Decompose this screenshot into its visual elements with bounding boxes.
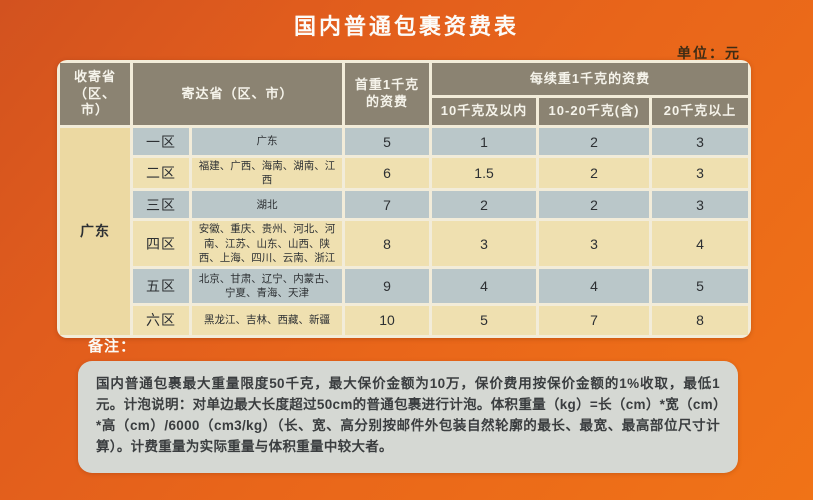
first-kg-cell: 7 — [345, 191, 430, 219]
within10-cell: 1 — [432, 128, 537, 155]
header-additional-kg: 每续重1千克的资费 — [432, 63, 749, 95]
table-row: 四区 安徽、重庆、贵州、河北、河南、江苏、山东、山西、陕西、上海、四川、云南、浙… — [60, 221, 749, 266]
within10-cell: 2 — [432, 191, 537, 219]
within10-cell: 3 — [432, 221, 537, 266]
within10-cell: 4 — [432, 268, 537, 303]
header-sub-within10: 10千克及以内 — [432, 98, 537, 125]
notes-box: 国内普通包裹最大重量限度50千克，最大保价金额为10万，保价费用按保价金额的1%… — [78, 361, 738, 473]
first-kg-cell: 8 — [345, 221, 430, 266]
above20-cell: 3 — [652, 158, 749, 189]
table-row: 六区 黑龙江、吉林、西藏、新疆 10 5 7 8 — [60, 305, 749, 335]
provinces-cell: 黑龙江、吉林、西藏、新疆 — [192, 305, 343, 335]
above20-cell: 8 — [652, 305, 749, 335]
zone-cell: 五区 — [133, 268, 189, 303]
header-sub-above20: 20千克以上 — [652, 98, 749, 125]
table-row: 五区 北京、甘肃、辽宁、内蒙古、宁夏、青海、天津 9 4 4 5 — [60, 268, 749, 303]
first-kg-cell: 9 — [345, 268, 430, 303]
zone-cell: 一区 — [133, 128, 189, 155]
first-kg-cell: 5 — [345, 128, 430, 155]
kg10to20-cell: 2 — [539, 158, 650, 189]
header-origin: 收寄省（区、市） — [60, 63, 130, 125]
notes-text: 国内普通包裹最大重量限度50千克，最大保价金额为10万，保价费用按保价金额的1%… — [96, 376, 720, 454]
origin-province-cell: 广东 — [60, 128, 130, 335]
above20-cell: 3 — [652, 191, 749, 219]
unit-label: 单位：元 — [677, 45, 741, 61]
table-row: 二区 福建、广西、海南、湖南、江西 6 1.5 2 3 — [60, 158, 749, 189]
kg10to20-cell: 7 — [539, 305, 650, 335]
header-sub-10to20: 10-20千克(含) — [539, 98, 650, 125]
page-title: 国内普通包裹资费表 — [293, 14, 519, 39]
provinces-cell: 北京、甘肃、辽宁、内蒙古、宁夏、青海、天津 — [192, 268, 343, 303]
above20-cell: 3 — [652, 128, 749, 155]
kg10to20-cell: 2 — [539, 191, 650, 219]
first-kg-cell: 6 — [345, 158, 430, 189]
header-row-sub: 10千克及以内 10-20千克(含) 20千克以上 — [60, 98, 749, 125]
within10-cell: 1.5 — [432, 158, 537, 189]
zone-cell: 六区 — [133, 305, 189, 335]
provinces-cell: 湖北 — [192, 191, 343, 219]
rate-table: 收寄省（区、市） 寄达省（区、市） 首重1千克的资费 每续重1千克的资费 10千… — [57, 60, 752, 338]
zone-cell: 二区 — [133, 158, 189, 189]
kg10to20-cell: 3 — [539, 221, 650, 266]
zone-cell: 四区 — [133, 221, 189, 266]
within10-cell: 5 — [432, 305, 537, 335]
header-destination: 寄达省（区、市） — [133, 63, 343, 125]
provinces-cell: 广东 — [192, 128, 343, 155]
kg10to20-cell: 2 — [539, 128, 650, 155]
header-row-top: 收寄省（区、市） 寄达省（区、市） 首重1千克的资费 每续重1千克的资费 — [60, 63, 749, 125]
header-first-kg: 首重1千克的资费 — [345, 63, 430, 125]
kg10to20-cell: 4 — [539, 268, 650, 303]
notes-label: 备注： — [88, 338, 137, 355]
first-kg-cell: 10 — [345, 305, 430, 335]
zone-cell: 三区 — [133, 191, 189, 219]
table-row: 三区 湖北 7 2 2 3 — [60, 191, 749, 219]
provinces-cell: 安徽、重庆、贵州、河北、河南、江苏、山东、山西、陕西、上海、四川、云南、浙江 — [192, 221, 343, 266]
provinces-cell: 福建、广西、海南、湖南、江西 — [192, 158, 343, 189]
table-row: 广东 一区 广东 5 1 2 3 — [60, 128, 749, 335]
above20-cell: 5 — [652, 268, 749, 303]
above20-cell: 4 — [652, 221, 749, 266]
